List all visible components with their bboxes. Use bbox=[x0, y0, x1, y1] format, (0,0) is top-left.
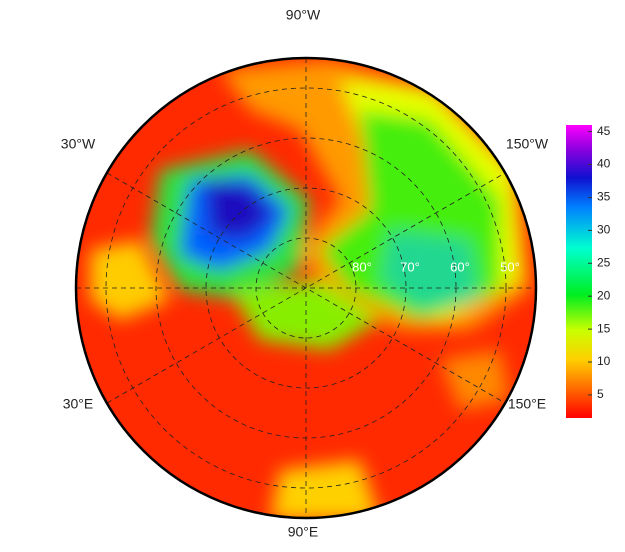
colorbar-tick-label: 35 bbox=[597, 190, 611, 204]
map-border bbox=[74, 56, 538, 520]
colorbar-tick-label: 25 bbox=[597, 255, 611, 269]
colorbar-tick-label: 5 bbox=[597, 387, 604, 401]
colorbar-tick-label: 10 bbox=[597, 354, 611, 368]
colorbar-tick-label: 15 bbox=[597, 321, 611, 335]
longitude-label: 150°E bbox=[508, 396, 546, 412]
longitude-label: 30°W bbox=[61, 136, 96, 152]
longitude-label: 150°W bbox=[506, 136, 549, 152]
latitude-label: 50° bbox=[500, 259, 520, 274]
colorbar-tick-label: 40 bbox=[597, 157, 611, 171]
colorbar-tick-label: 45 bbox=[597, 124, 611, 138]
longitude-label: 30°E bbox=[63, 396, 94, 412]
latitude-label: 70° bbox=[400, 259, 420, 274]
longitude-label: 90°E bbox=[288, 524, 319, 540]
colorbar bbox=[566, 125, 592, 418]
colorbar-tick-label: 30 bbox=[597, 223, 611, 237]
latitude-label: 60° bbox=[450, 259, 470, 274]
map-field bbox=[76, 58, 536, 518]
latitude-label: 80° bbox=[352, 259, 372, 274]
colorbar-ticks: 5 10 15 20 25 30 35 40 45 bbox=[588, 124, 611, 401]
colorbar-tick-label: 20 bbox=[597, 288, 611, 302]
longitude-label: 90°W bbox=[286, 7, 321, 23]
